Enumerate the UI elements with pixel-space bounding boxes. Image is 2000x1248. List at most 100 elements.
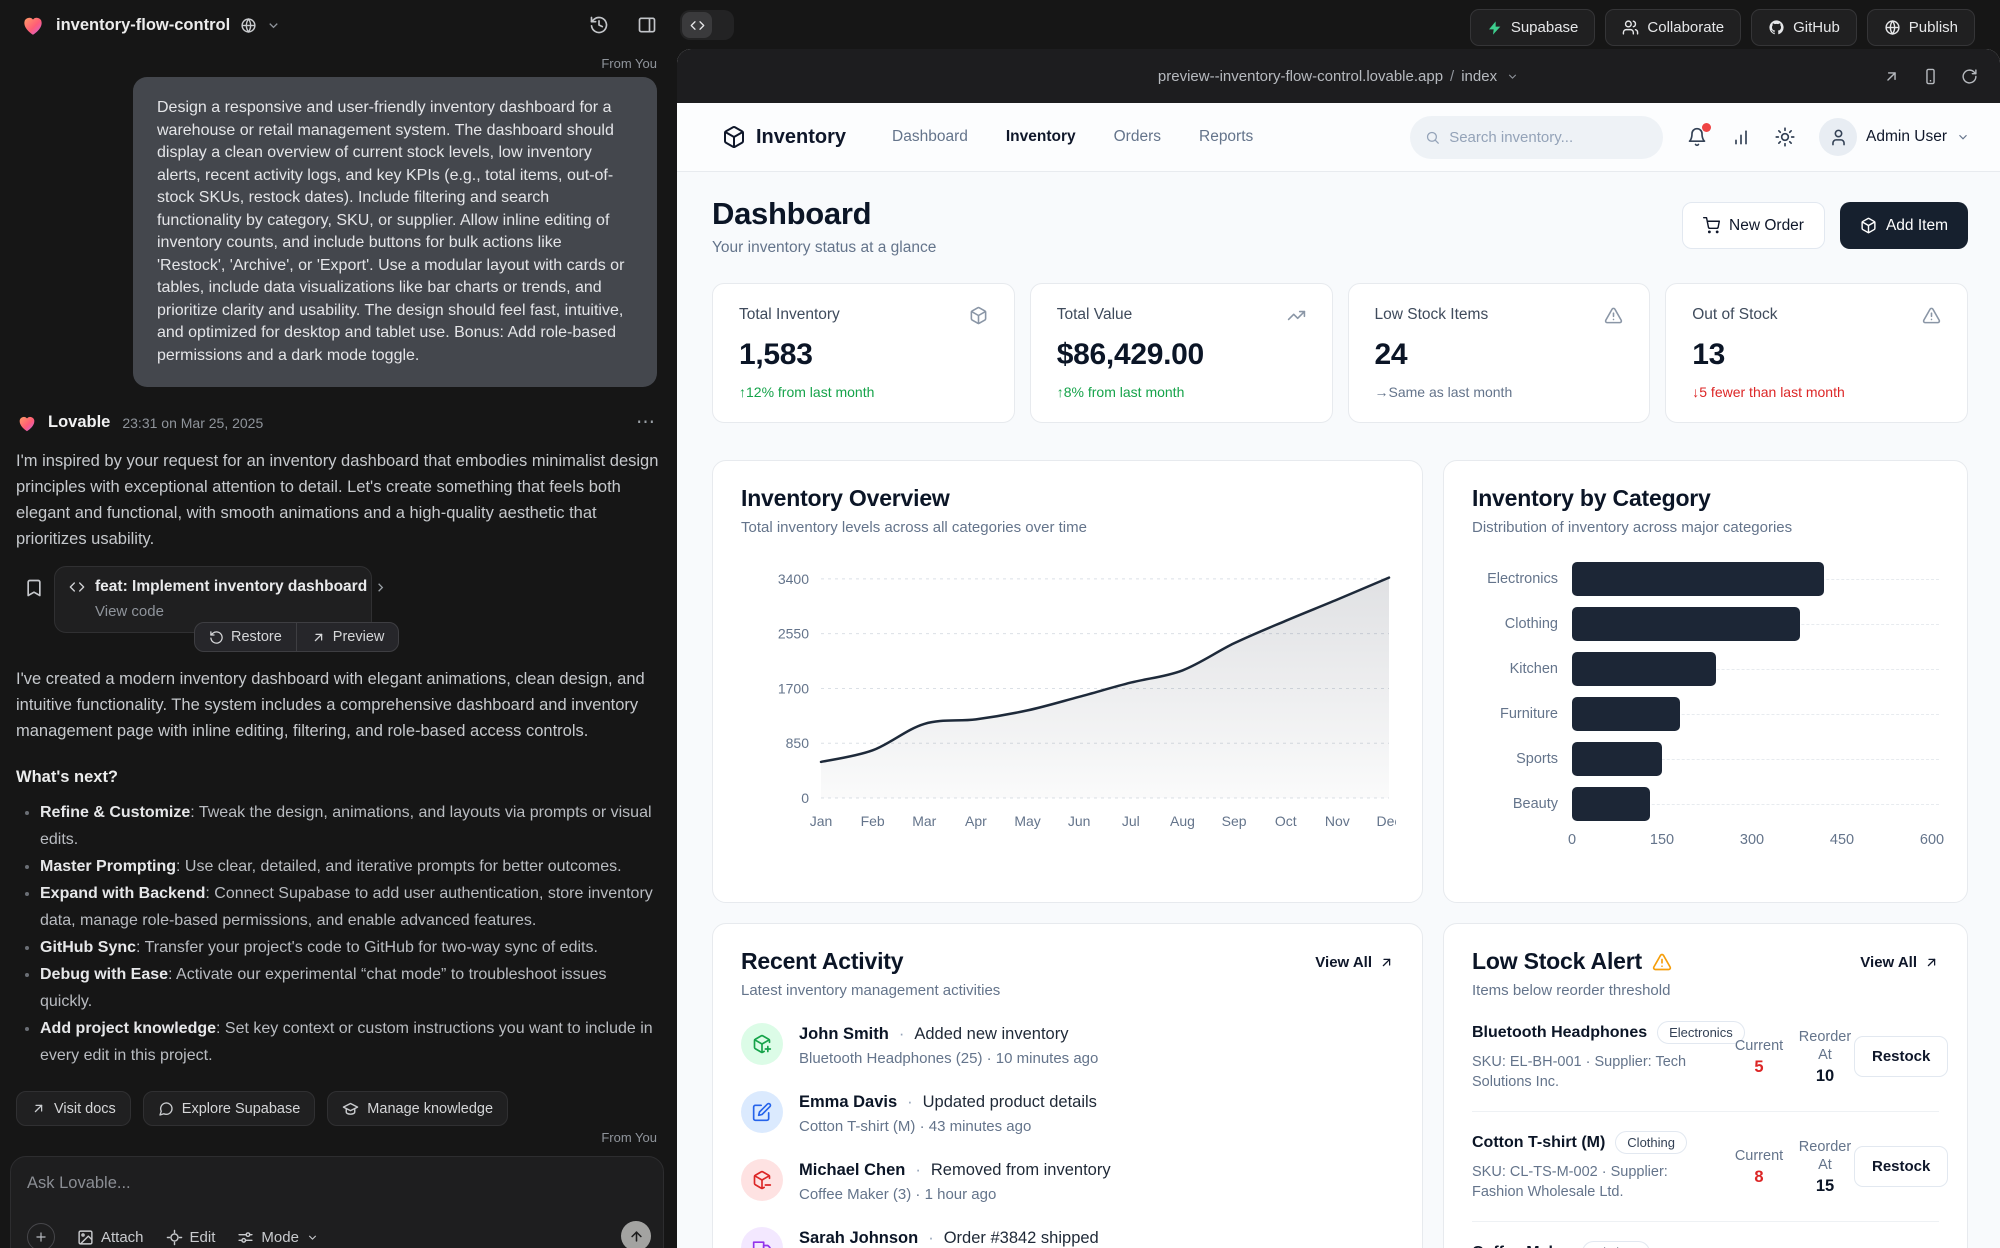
kpi-cards: Total Inventory 1,583 ↑12% from last mon…: [712, 283, 1968, 423]
edit-icon: [752, 1102, 772, 1122]
chart-title: Inventory Overview: [741, 485, 950, 511]
user-menu[interactable]: Admin User: [1819, 118, 1970, 156]
message-menu-icon[interactable]: ⋯: [636, 412, 657, 433]
category-bar: [1572, 787, 1650, 821]
user-icon: [1831, 129, 1845, 145]
chat-header: inventory-flow-control: [0, 0, 677, 50]
attach-button[interactable]: Attach: [77, 1229, 144, 1246]
restock-button[interactable]: Restock: [1854, 1146, 1949, 1187]
chat-input[interactable]: [27, 1174, 647, 1193]
chat-chip-button[interactable]: Manage knowledge: [327, 1091, 509, 1126]
mode-button[interactable]: Mode: [237, 1229, 319, 1246]
workspace-button[interactable]: Publish: [1866, 9, 1975, 46]
kpi-value: 1,583: [739, 338, 813, 371]
activity-row[interactable]: Michael Chen · Removed from inventory Co…: [741, 1159, 1394, 1203]
list-item: GitHub Sync: Transfer your project's cod…: [40, 934, 663, 961]
activity-row[interactable]: John Smith · Added new inventory Bluetoo…: [741, 1023, 1394, 1067]
nav-link[interactable]: Orders: [1113, 128, 1161, 145]
preview-url[interactable]: preview--inventory-flow-control.lovable.…: [1158, 68, 1519, 85]
edit-button[interactable]: Edit: [166, 1229, 215, 1246]
svg-text:850: 850: [786, 735, 810, 751]
add-button[interactable]: [27, 1223, 55, 1248]
crosshair-icon: [166, 1229, 182, 1245]
lovable-heart-logo: [20, 12, 46, 38]
reorder-value: 10: [1815, 1066, 1835, 1085]
product-name: Bluetooth Headphones: [1472, 1023, 1648, 1041]
workspace-buttons: Supabase Collaborate GitHub: [1469, 9, 1975, 46]
preview-button[interactable]: Preview: [295, 623, 399, 651]
chevron-down-icon[interactable]: [266, 18, 281, 33]
mobile-view-icon[interactable]: [1922, 68, 1939, 85]
workspace-button[interactable]: Collaborate: [1605, 9, 1742, 46]
add-item-button[interactable]: Add Item: [1839, 202, 1968, 249]
inventory-overview-card: Inventory Overview Total inventory level…: [712, 460, 1423, 903]
search-input[interactable]: [1449, 128, 1649, 146]
send-button[interactable]: [621, 1221, 651, 1248]
bookmark-icon[interactable]: [24, 578, 44, 598]
chat-chip-button[interactable]: Explore Supabase: [142, 1091, 316, 1126]
activity-user: Emma Davis: [799, 1093, 898, 1111]
nav-link[interactable]: Reports: [1199, 128, 1254, 145]
nav-link[interactable]: Inventory: [1005, 128, 1076, 145]
list-item: Master Prompting: Use clear, detailed, a…: [40, 853, 663, 880]
activity-action: Removed from inventory: [930, 1161, 1111, 1179]
notification-badge: [1702, 123, 1712, 132]
chat-panel: inventory-flow-control From You Design a…: [0, 0, 677, 1248]
refresh-icon[interactable]: [1961, 68, 1978, 85]
app-nav-links: Dashboard Inventory Orders Reports: [892, 128, 1253, 146]
category-badge: Clothing: [1615, 1131, 1687, 1154]
workspace-button[interactable]: GitHub: [1751, 9, 1857, 46]
svg-text:Feb: Feb: [861, 813, 885, 829]
chart-title: Inventory by Category: [1472, 485, 1711, 511]
workspace-button[interactable]: Supabase: [1469, 9, 1596, 46]
nav-link[interactable]: Dashboard: [892, 128, 968, 145]
search-box[interactable]: [1410, 115, 1664, 159]
page-title: Dashboard: [712, 196, 872, 231]
chevron-down-icon: [308, 1234, 317, 1240]
charts-row: Inventory Overview Total inventory level…: [712, 460, 1968, 903]
open-external-icon[interactable]: [1883, 68, 1900, 85]
code-card[interactable]: feat: Implement inventory dashboard View…: [54, 566, 384, 633]
chat-footer-buttons: Visit docs Explore Supabase Manage knowl…: [16, 1091, 657, 1126]
commit-title: feat: Implement inventory dashboard: [95, 578, 368, 595]
view-all-link[interactable]: View All: [1860, 954, 1939, 971]
chat-chip-button[interactable]: Visit docs: [16, 1091, 131, 1126]
arrow-up-right-icon: [1927, 958, 1936, 967]
card-subtitle: Latest inventory management activities: [741, 982, 1001, 999]
project-name[interactable]: inventory-flow-control: [56, 15, 231, 34]
restock-button[interactable]: Restock: [1854, 1036, 1949, 1077]
restore-button[interactable]: Restore: [195, 623, 296, 651]
activity-row[interactable]: Emma Davis · Updated product details Cot…: [741, 1091, 1394, 1135]
panel-toggle-icon[interactable]: [637, 15, 657, 35]
reorder-value: 15: [1815, 1176, 1835, 1195]
collaborate-icon: [1622, 19, 1639, 36]
code-view-toggle[interactable]: [680, 10, 734, 40]
category-bar: [1572, 697, 1680, 731]
page-subtitle: Your inventory status at a glance: [712, 239, 937, 256]
app-brand[interactable]: Inventory: [722, 125, 846, 149]
analytics-icon[interactable]: [1731, 127, 1751, 147]
package-minus-icon: [753, 1170, 772, 1190]
chat-composer[interactable]: Attach Edit Mode: [10, 1156, 664, 1248]
kpi-delta: ↓5 fewer than last month: [1692, 384, 1845, 400]
search-icon: [1426, 131, 1439, 144]
notifications-bell-icon[interactable]: [1687, 123, 1712, 147]
view-all-link[interactable]: View All: [1315, 954, 1394, 971]
arrow-up-right-icon: [1382, 958, 1391, 967]
history-icon[interactable]: [589, 15, 609, 35]
activity-detail: Cotton T-shirt (M) · 43 minutes ago: [799, 1118, 1032, 1135]
axis-tick: 150: [1649, 832, 1675, 848]
view-code-link[interactable]: View code: [95, 603, 164, 620]
activity-row[interactable]: Sarah Johnson · Order #3842 shipped Desk…: [741, 1227, 1394, 1248]
trending-up-icon: [1287, 310, 1305, 321]
chevron-down-icon: [1956, 130, 1970, 144]
theme-toggle-sun-icon[interactable]: [1775, 127, 1795, 147]
current-value: 8: [1754, 1167, 1764, 1186]
package-icon: [970, 306, 987, 325]
urlbar-actions: [1883, 49, 1978, 103]
kpi-label: Total Inventory: [739, 306, 840, 323]
restore-preview-toolbar: Restore Preview: [194, 622, 400, 652]
new-order-button[interactable]: New Order: [1682, 202, 1825, 249]
svg-text:Aug: Aug: [1170, 813, 1195, 829]
axis-tick: 600: [1919, 832, 1945, 848]
